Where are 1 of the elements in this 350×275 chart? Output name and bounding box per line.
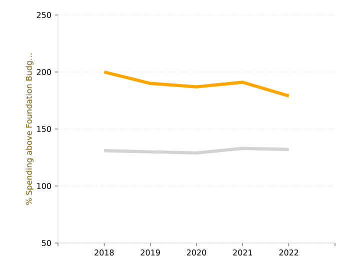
line-series: [102, 70, 290, 98]
